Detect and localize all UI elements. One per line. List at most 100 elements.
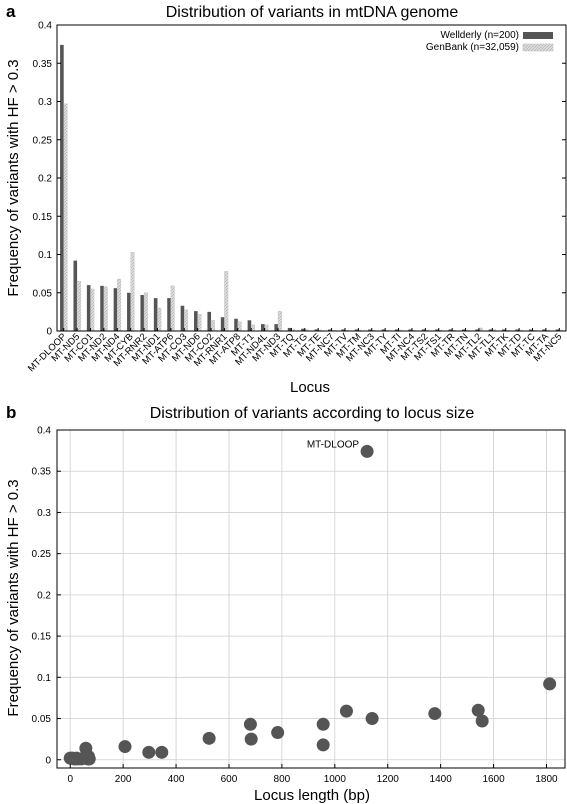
bar-wellderly bbox=[247, 320, 252, 331]
scatter-point bbox=[271, 726, 285, 740]
scatter-x-tick-label: 800 bbox=[274, 774, 291, 785]
bar-wellderly bbox=[100, 285, 104, 331]
bar-wellderly bbox=[341, 329, 345, 331]
bar-genbank bbox=[90, 288, 95, 332]
bar-genbank bbox=[237, 321, 242, 332]
scatter-point bbox=[155, 745, 169, 759]
bar-wellderly bbox=[488, 329, 493, 331]
bar-genbank bbox=[210, 320, 215, 332]
bar-y-tick-label: 0.2 bbox=[38, 174, 52, 185]
bar-wellderly bbox=[502, 329, 506, 331]
scatter-x-tick-label: 1600 bbox=[482, 774, 505, 785]
bar-wellderly bbox=[153, 298, 158, 331]
scatter-point bbox=[339, 704, 353, 718]
bar-wellderly bbox=[542, 329, 546, 331]
bar-wellderly bbox=[140, 295, 145, 331]
bar-y-tick-label: 0.25 bbox=[33, 135, 53, 146]
scatter-y-tick-label: 0 bbox=[45, 755, 51, 766]
scatter-chart-x-axis-label: Locus length (bp) bbox=[254, 787, 370, 804]
bar-genbank bbox=[251, 324, 256, 332]
scatter-point bbox=[202, 731, 216, 745]
scatter-point bbox=[471, 703, 485, 717]
bar-wellderly bbox=[180, 305, 185, 331]
bar-genbank bbox=[76, 281, 81, 332]
bar-genbank bbox=[277, 310, 282, 332]
scatter-y-tick-label: 0.2 bbox=[37, 590, 51, 601]
scatter-point bbox=[475, 714, 489, 728]
bar-wellderly bbox=[86, 285, 91, 331]
scatter-point bbox=[316, 717, 330, 731]
bar-wellderly bbox=[60, 44, 64, 331]
scatter-point bbox=[360, 444, 374, 458]
bar-wellderly bbox=[261, 324, 265, 331]
scatter-chart-title: Distribution of variants according to lo… bbox=[150, 405, 475, 422]
scatter-x-tick-label: 600 bbox=[221, 774, 238, 785]
bar-wellderly bbox=[448, 329, 453, 331]
bar-wellderly bbox=[515, 329, 520, 331]
bar-genbank bbox=[130, 252, 135, 332]
scatter-y-tick-label: 0.05 bbox=[32, 714, 52, 725]
bar-y-tick-label: 0.3 bbox=[38, 97, 52, 108]
bar-wellderly bbox=[368, 329, 372, 331]
legend-label-genbank: GenBank (n=32,059) bbox=[426, 42, 519, 53]
bar-genbank bbox=[184, 309, 189, 332]
scatter-x-tick-label: 1000 bbox=[324, 774, 347, 785]
bar-wellderly bbox=[381, 329, 386, 331]
scatter-y-tick-label: 0.1 bbox=[37, 673, 51, 684]
scatter-y-tick-label: 0.4 bbox=[37, 426, 51, 437]
bar-genbank bbox=[224, 271, 229, 332]
scatter-x-tick-label: 1800 bbox=[535, 774, 558, 785]
scatter-point bbox=[243, 717, 257, 731]
bar-chart-title: Distribution of variants in mtDNA genome bbox=[166, 4, 459, 21]
bar-y-tick-label: 0.4 bbox=[38, 21, 52, 32]
scatter-point bbox=[543, 677, 557, 691]
bar-wellderly bbox=[113, 288, 118, 331]
bar-wellderly bbox=[220, 317, 225, 331]
bar-y-tick-label: 0 bbox=[46, 327, 52, 338]
bar-wellderly bbox=[301, 328, 305, 331]
legend-swatch-wellderly bbox=[523, 32, 553, 39]
bar-chart-x-axis-label: Locus bbox=[290, 379, 330, 396]
bar-wellderly bbox=[327, 329, 332, 331]
scatter-annotation-mt-dloop: MT-DLOOP bbox=[307, 439, 360, 450]
bar-wellderly bbox=[435, 329, 439, 331]
bar-y-tick-label: 0.35 bbox=[33, 59, 53, 70]
bar-y-tick-label: 0.15 bbox=[33, 212, 53, 223]
scatter-point bbox=[118, 740, 132, 754]
bar-wellderly bbox=[287, 327, 292, 331]
bar-wellderly bbox=[274, 324, 279, 331]
bar-chart-legend: Wellderly (n=200)GenBank (n=32,059) bbox=[426, 30, 554, 53]
bar-wellderly bbox=[528, 329, 533, 331]
scatter-y-tick-label: 0.25 bbox=[32, 549, 52, 560]
scatter-point bbox=[142, 745, 156, 759]
scatter-chart-y-axis-label: Frequency of variants with HF > 0.3 bbox=[5, 479, 22, 716]
scatter-y-tick-label: 0.35 bbox=[32, 467, 52, 478]
bar-wellderly bbox=[555, 329, 560, 331]
legend-swatch-genbank bbox=[522, 43, 554, 52]
bar-genbank bbox=[157, 307, 162, 332]
bar-y-tick-label: 0.1 bbox=[38, 250, 52, 261]
bar-genbank bbox=[197, 313, 202, 332]
bar-wellderly bbox=[167, 298, 171, 331]
bar-wellderly bbox=[314, 329, 319, 331]
bar-wellderly bbox=[475, 329, 479, 331]
scatter-x-tick-label: 1400 bbox=[430, 774, 453, 785]
scatter-x-tick-label: 200 bbox=[115, 774, 132, 785]
scatter-y-tick-label: 0.15 bbox=[32, 632, 52, 643]
bar-chart-y-axis-label: Frequency of variants with HF > 0.3 bbox=[5, 59, 22, 296]
scatter-point bbox=[428, 707, 442, 721]
panel-letter-b: b bbox=[6, 403, 16, 422]
bar-genbank bbox=[170, 285, 175, 332]
bar-y-tick-label: 0.05 bbox=[33, 288, 53, 299]
bar-wellderly bbox=[207, 311, 212, 331]
scatter-point bbox=[365, 712, 379, 726]
bar-wellderly bbox=[127, 292, 131, 331]
bar-genbank bbox=[264, 324, 269, 332]
bar-wellderly bbox=[461, 329, 466, 331]
scatter-x-tick-label: 0 bbox=[67, 774, 73, 785]
bar-chart-panel: a Distribution of variants in mtDNA geno… bbox=[5, 2, 567, 396]
scatter-point bbox=[316, 738, 330, 752]
bar-wellderly bbox=[408, 329, 412, 331]
bar-wellderly bbox=[394, 329, 399, 331]
